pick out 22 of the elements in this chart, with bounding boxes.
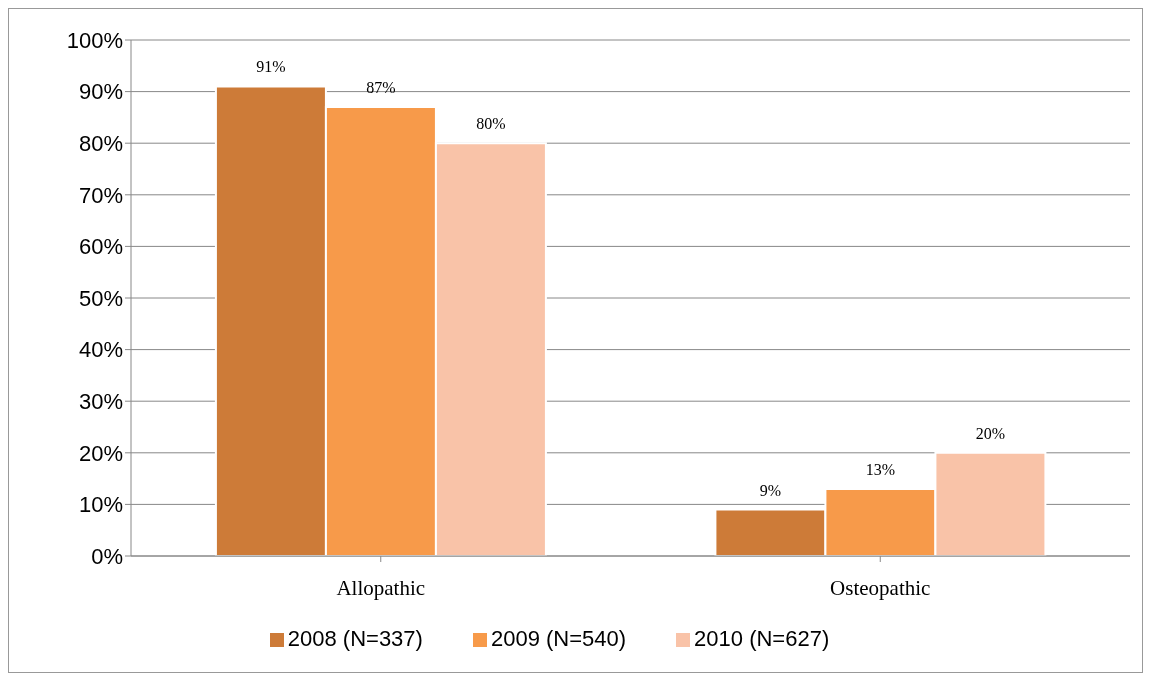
y-tick-label: 90%	[78, 79, 123, 105]
data-label: 91%	[256, 58, 286, 76]
y-tick-label: 0%	[91, 543, 123, 569]
y-tick-label: 50%	[78, 285, 123, 311]
data-label: 9%	[759, 481, 782, 499]
y-tick-label: 30%	[78, 389, 123, 415]
y-tick-label: 10%	[78, 492, 123, 518]
x-tick-label: Osteopathic	[830, 575, 931, 600]
y-tick-label: 40%	[78, 337, 123, 363]
data-label: 87%	[366, 79, 396, 97]
y-tick-label: 20%	[78, 440, 123, 466]
legend-label: 2009 (N=540)	[490, 626, 627, 651]
data-label: 20%	[975, 424, 1006, 442]
data-label: 80%	[476, 115, 506, 133]
legend-label: 2010 (N=627)	[694, 626, 830, 651]
y-tick-label: 60%	[78, 234, 123, 260]
y-tick-label: 70%	[78, 182, 123, 208]
legend-label: 2008 (N=337)	[287, 626, 423, 651]
y-tick-label: 80%	[78, 131, 123, 157]
x-tick-label: Allopathic	[336, 575, 426, 600]
data-label: 13%	[865, 460, 896, 478]
y-tick-label: 100%	[66, 27, 123, 53]
